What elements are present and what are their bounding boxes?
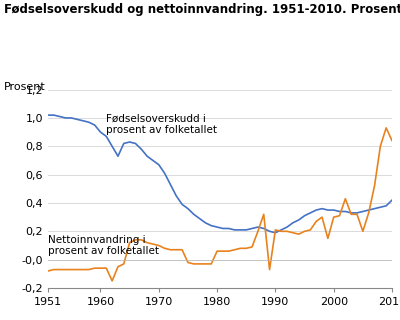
Text: Fødselsoverskudd og nettoinnvandring. 1951-2010. Prosent: Fødselsoverskudd og nettoinnvandring. 19… (4, 3, 400, 16)
Text: Fødselsoverskudd i
prosent av folketallet: Fødselsoverskudd i prosent av folketalle… (106, 113, 217, 135)
Text: Prosent: Prosent (4, 82, 46, 92)
Text: Nettoinnvandring i
prosent av folketallet: Nettoinnvandring i prosent av folketalle… (48, 235, 159, 256)
